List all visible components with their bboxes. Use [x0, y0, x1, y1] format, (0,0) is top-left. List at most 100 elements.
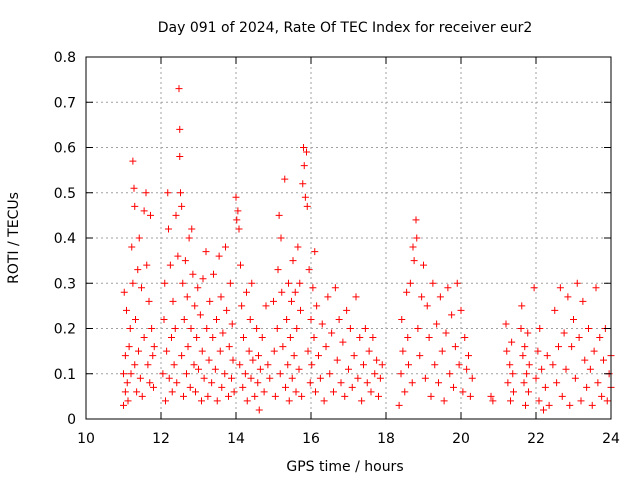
data-point: [326, 370, 334, 378]
data-point: [178, 352, 186, 360]
data-point: [571, 374, 579, 382]
data-point: [299, 180, 307, 188]
data-point: [435, 379, 442, 387]
data-point: [121, 388, 129, 396]
data-point: [174, 252, 182, 260]
data-point: [568, 343, 576, 351]
data-point: [583, 383, 591, 391]
data-point: [438, 347, 446, 355]
data-point: [507, 397, 514, 405]
data-point: [270, 347, 278, 355]
data-point: [363, 379, 371, 387]
data-point: [180, 315, 188, 323]
data-point: [361, 325, 369, 332]
data-point: [127, 370, 135, 378]
data-point: [468, 374, 476, 382]
data-point: [285, 397, 293, 405]
data-point: [453, 279, 461, 287]
data-point: [293, 325, 301, 332]
data-point: [408, 379, 416, 387]
axis-ticks: 10 12 14 16 18 20 22 24 0 0.1 0.2 0.3 0.4 0.5 0.6 0.7 0.…: [54, 50, 620, 447]
data-point: [234, 207, 242, 215]
data-point: [120, 370, 127, 378]
data-point: [369, 334, 377, 342]
data-point: [208, 379, 216, 387]
data-point: [218, 383, 226, 391]
data-point: [508, 338, 516, 346]
data-point: [213, 397, 221, 405]
data-point: [225, 392, 232, 400]
data-point: [335, 315, 343, 323]
data-point: [444, 284, 452, 292]
data-point: [352, 293, 360, 301]
data-point: [575, 334, 583, 342]
data-point: [262, 302, 270, 310]
data-point: [339, 338, 347, 346]
data-point: [520, 379, 528, 387]
data-point: [278, 288, 286, 296]
data-point: [260, 388, 268, 396]
data-point: [412, 216, 420, 224]
data-point: [301, 193, 309, 201]
data-point: [216, 347, 224, 355]
data-point: [133, 388, 141, 396]
data-point: [590, 347, 598, 355]
data-point: [144, 361, 152, 369]
data-point: [525, 361, 533, 369]
data-point: [279, 343, 287, 351]
data-point: [487, 392, 495, 400]
data-point: [532, 374, 540, 382]
data-point: [228, 320, 236, 328]
data-point: [425, 334, 433, 342]
data-point: [440, 397, 448, 405]
data-point: [581, 356, 589, 364]
data-point: [288, 297, 295, 305]
data-point: [223, 306, 231, 314]
data-point: [562, 365, 570, 373]
data-point: [150, 383, 157, 391]
data-point: [169, 297, 177, 305]
data-point: [564, 293, 572, 301]
data-point: [187, 325, 195, 332]
data-point: [248, 279, 256, 287]
data-point: [503, 347, 511, 355]
data-point: [600, 356, 607, 364]
data-point: [448, 311, 456, 319]
data-point: [288, 374, 296, 382]
data-point: [316, 374, 324, 382]
data-point: [175, 85, 183, 93]
data-point: [129, 279, 137, 287]
data-point: [286, 334, 294, 342]
data-point: [228, 374, 235, 382]
data-point: [535, 397, 543, 405]
data-point: [318, 320, 326, 328]
data-point: [592, 284, 600, 292]
data-point: [506, 361, 514, 369]
data-point: [442, 329, 450, 337]
data-point: [517, 325, 525, 332]
data-point: [300, 162, 308, 170]
data-point: [403, 288, 411, 296]
data-point: [594, 379, 602, 387]
data-point: [573, 279, 581, 287]
data-point: [176, 153, 184, 161]
data-point: [534, 347, 542, 355]
data-point: [181, 257, 189, 265]
data-point: [365, 347, 373, 355]
data-point: [209, 334, 217, 342]
data-point: [397, 370, 405, 378]
data-point: [285, 279, 292, 287]
data-point: [140, 334, 148, 342]
data-point: [585, 325, 592, 332]
data-point: [219, 329, 227, 337]
data-point: [146, 379, 154, 387]
data-point: [142, 189, 150, 197]
data-point: [459, 388, 467, 396]
data-point: [246, 315, 254, 323]
data-point: [264, 361, 272, 369]
data-point: [431, 361, 439, 369]
data-point: [298, 392, 306, 400]
data-point: [310, 334, 318, 342]
data-point: [190, 361, 198, 369]
data-point: [179, 279, 187, 287]
